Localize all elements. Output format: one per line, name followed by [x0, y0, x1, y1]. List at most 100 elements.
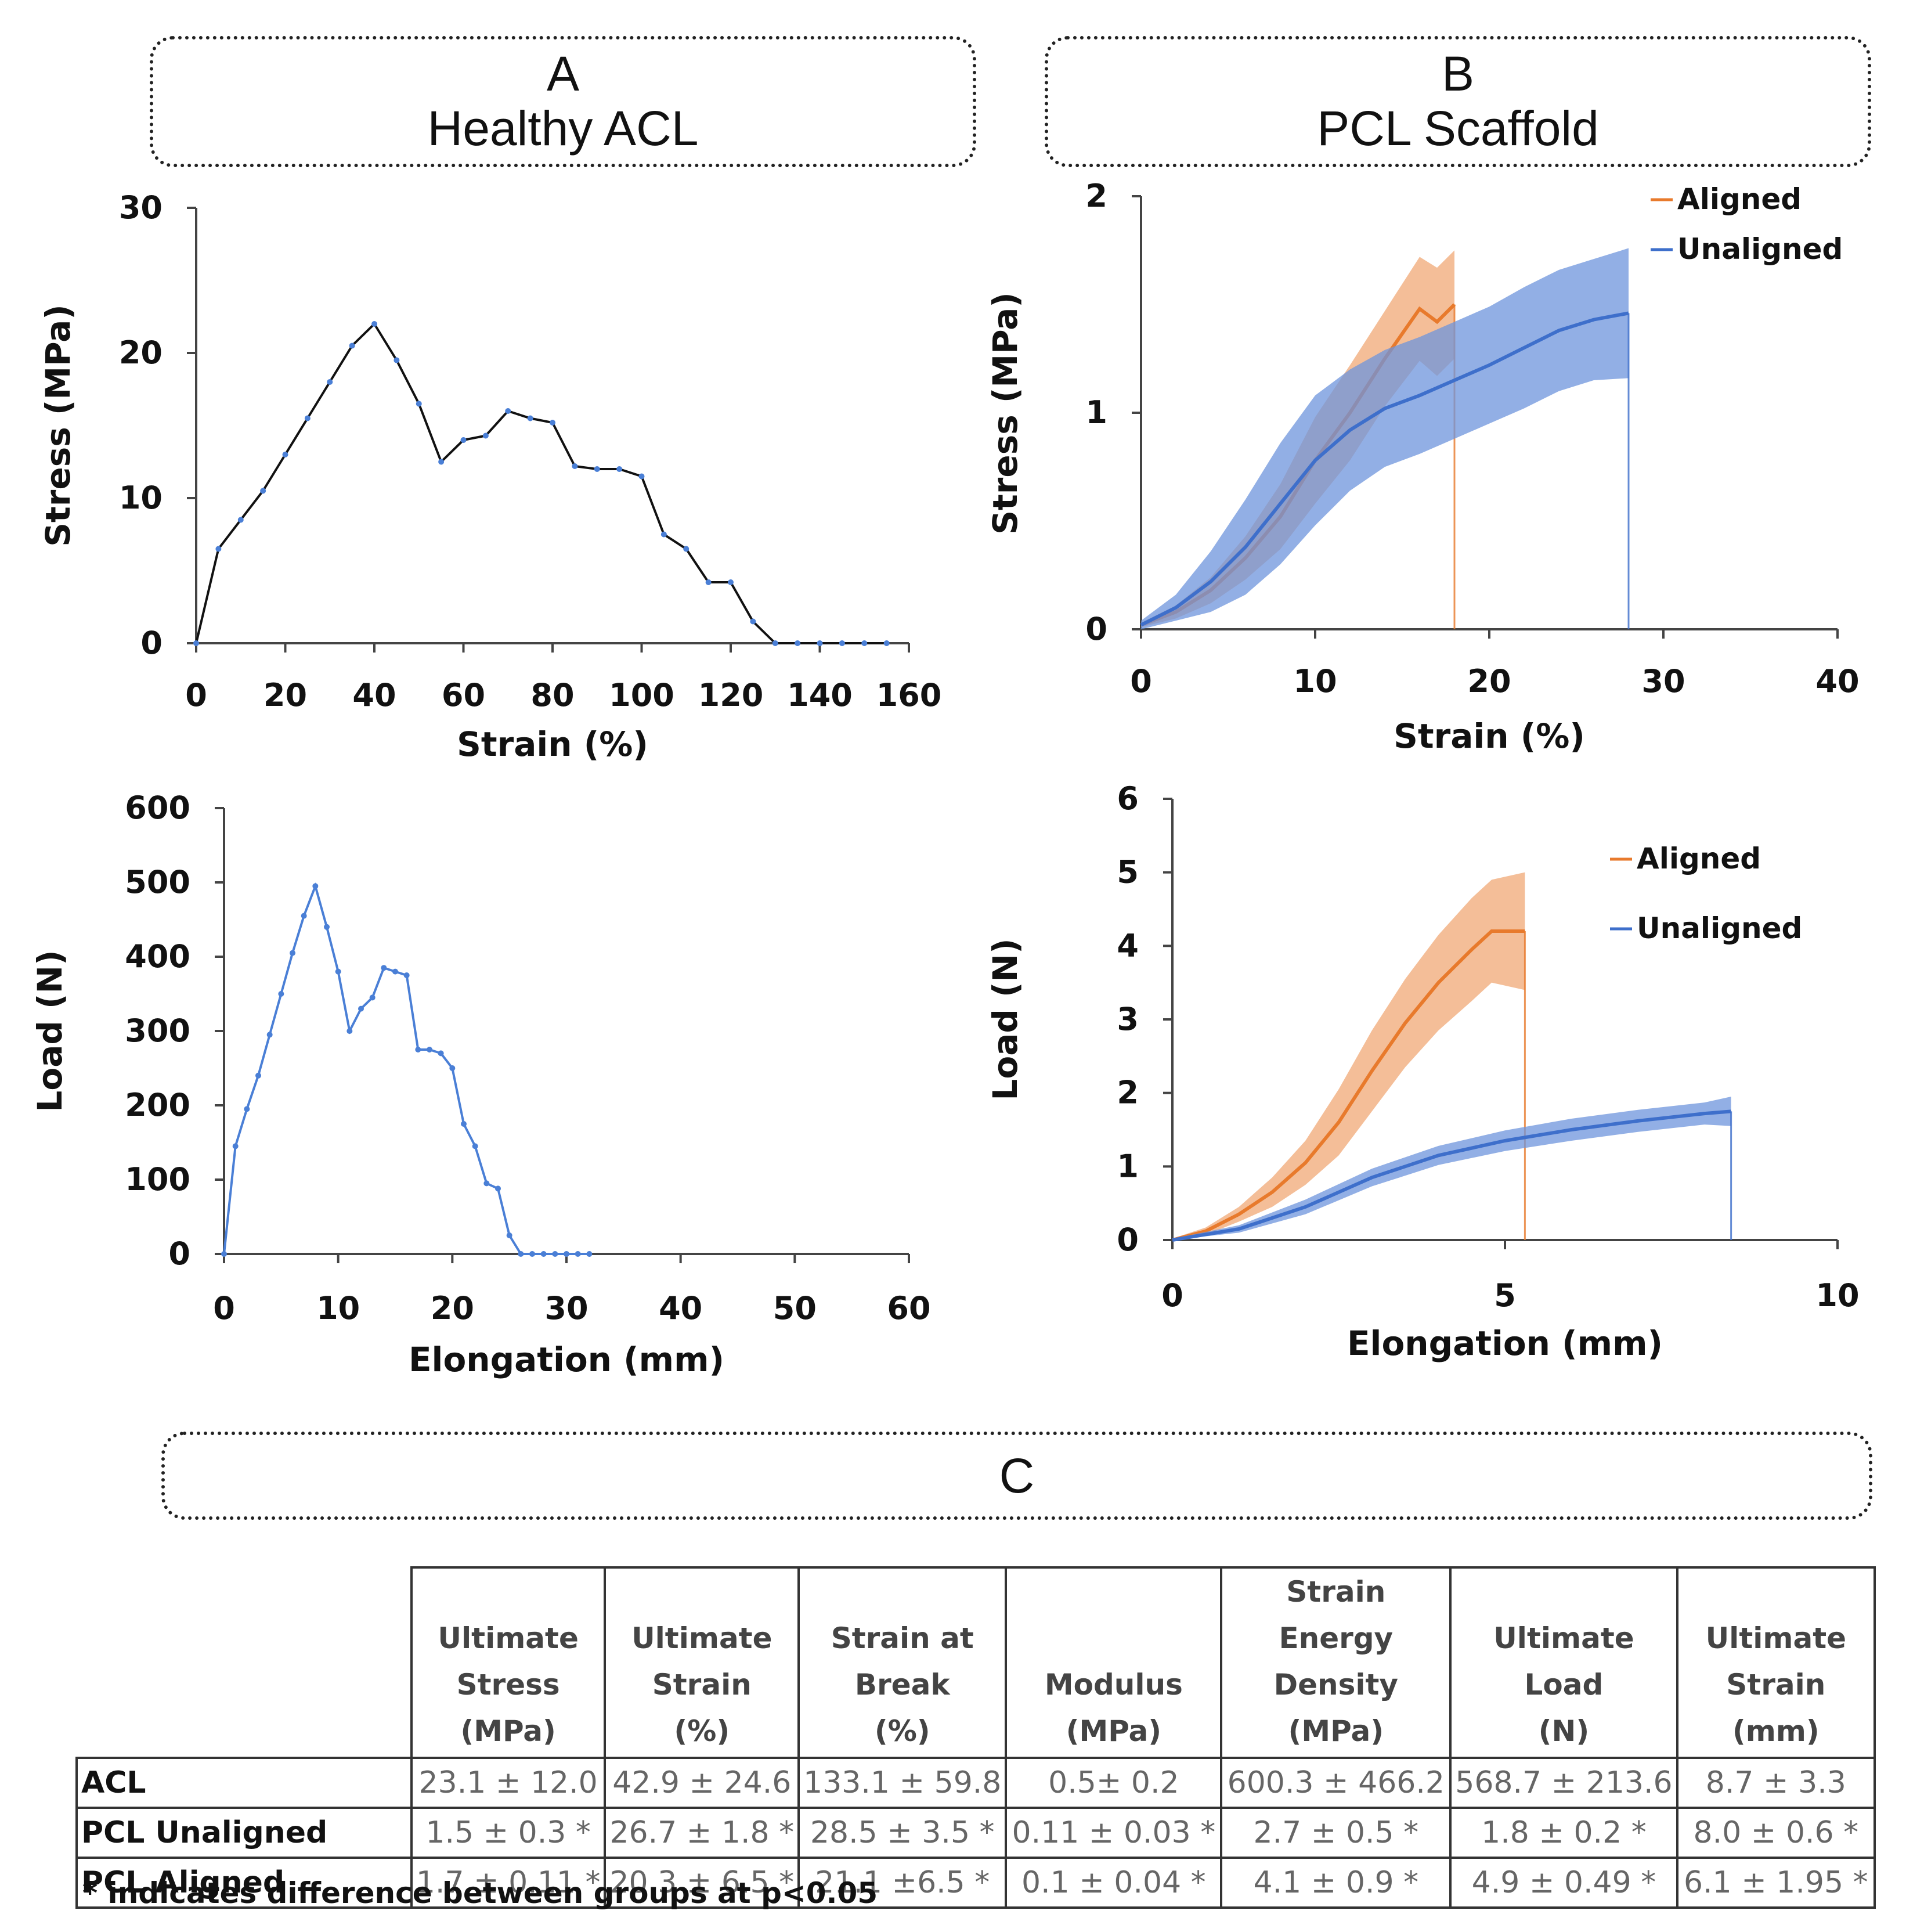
header-line: (%) [674, 1714, 730, 1748]
data-point [244, 1106, 250, 1112]
data-point [817, 640, 823, 646]
table-cell: 6.1 ± 1.95 * [1676, 1857, 1876, 1909]
header-line: (N) [1538, 1714, 1590, 1748]
chart-pcl-stress-strain: 0 10 20 30 40 0 1 2 Strain (%) Stress (MPa) Aligne… [986, 178, 1860, 756]
table-cell: 4.1 ± 0.9 * [1220, 1857, 1452, 1909]
x-tick-label: 20 [1467, 663, 1511, 700]
x-tick-label: 80 [530, 677, 574, 713]
panel-a-letter: A [546, 46, 580, 101]
data-point [482, 432, 489, 439]
y-axis-label: Stress (MPa) [986, 292, 1025, 535]
x-tick-label: 40 [1815, 663, 1859, 700]
table-row: ACL 23.1 ± 12.0 42.9 ± 24.6 133.1 ± 59.8 0.5… [75, 1757, 1876, 1809]
data-point [616, 466, 623, 472]
mechanical-properties-table: Ultimate Stress (MPa) Ultimate Strain (%) Stra… [75, 1566, 1876, 1909]
panel-a-header: A Healthy ACL [150, 36, 976, 167]
y-axis-label: Load (N) [30, 950, 70, 1112]
table-header-row: Ultimate Stress (MPa) Ultimate Strain (%) Stra… [77, 1566, 1876, 1759]
x-tick-label: 60 [442, 677, 485, 713]
data-point [221, 1251, 227, 1257]
chart-acl-stress-strain: 0 20 40 60 80 100 120 140 160 0 10 20 30 Strain (%) St… [38, 189, 941, 764]
series-line [1172, 1109, 1731, 1242]
panel-c-letter: C [999, 1448, 1035, 1503]
data-point [839, 640, 845, 646]
data-point [427, 1047, 432, 1052]
x-tick-label: 30 [1641, 663, 1685, 700]
chart-acl-load-elongation: 0 10 20 30 40 50 600100200300400500600Elongati… [30, 790, 931, 1379]
x-tick-label: 10 [1815, 1277, 1859, 1314]
series-line [223, 882, 590, 1255]
data-point [505, 408, 511, 414]
x-tick-label: 10 [316, 1290, 360, 1327]
panel-a-title: Healthy ACL [427, 101, 699, 156]
x-tick-label: 140 [787, 677, 853, 713]
data-point [449, 1065, 456, 1071]
panel-b-title: PCL Scaffold [1317, 101, 1599, 156]
data-point [483, 1180, 490, 1187]
table-column-header: Ultimate Strain (%) [604, 1566, 800, 1759]
y-tick-label: 4 [1117, 927, 1139, 964]
y-tick-label: 1 [1117, 1148, 1139, 1184]
y-tick-label: 2 [1117, 1075, 1139, 1111]
series-error-band [1141, 250, 1454, 628]
legend-label: Aligned [1677, 182, 1802, 216]
data-point [346, 1028, 353, 1034]
chart-pcl-load-elongation: 0 5 10 0 1 2 3 4 5 6 Elongation (mm) Load (N) Aligne… [986, 780, 1860, 1363]
table-cell: 8.7 ± 3.3 [1676, 1757, 1876, 1809]
data-point [660, 531, 667, 538]
data-point [290, 950, 295, 956]
table-cell: 23.1 ± 12.0 [410, 1757, 607, 1809]
data-point [472, 1143, 478, 1149]
table-column-header: Ultimate Strain (mm) [1676, 1566, 1876, 1759]
header-line: (%) [874, 1714, 930, 1748]
data-point [232, 1143, 239, 1149]
panel-b-letter: B [1441, 46, 1475, 101]
data-point [518, 1251, 524, 1257]
table-cell: 28.5 ± 3.5 * [797, 1807, 1008, 1859]
header-line: Break [854, 1668, 950, 1702]
x-tick-label: 20 [263, 677, 307, 713]
table-column-header: Modulus (MPa) [1005, 1566, 1223, 1759]
y-tick-label: 30 [119, 189, 163, 226]
header-line: Load [1524, 1668, 1604, 1702]
y-axis-label: Stress (MPa) [38, 304, 78, 547]
legend-label: Unaligned [1677, 232, 1843, 266]
data-point [564, 1251, 569, 1257]
x-tick-label: 10 [1293, 663, 1337, 700]
header-line: Ultimate [438, 1621, 579, 1655]
header-line: Ultimate [1705, 1621, 1847, 1655]
header-line: Ultimate [631, 1621, 772, 1655]
data-point [403, 972, 410, 978]
data-point [312, 883, 319, 889]
y-tick-label: 6 [1117, 780, 1139, 817]
y-tick-label: 500 [125, 864, 190, 900]
header-line: Stress [456, 1668, 560, 1702]
data-point [572, 463, 578, 469]
header-line: Ultimate [1493, 1621, 1634, 1655]
x-tick-label: 0 [1161, 1277, 1183, 1314]
data-point [552, 1251, 558, 1257]
data-point [255, 1072, 261, 1079]
data-point [416, 401, 422, 407]
table-column-header: Ultimate Load (N) [1449, 1566, 1678, 1759]
data-point [237, 517, 244, 523]
row-label: PCL Aligned [75, 1857, 413, 1909]
data-point [529, 1251, 535, 1257]
y-tick-label: 10 [119, 480, 163, 516]
table-cell: 42.9 ± 24.6 [604, 1757, 800, 1809]
y-tick-label: 20 [119, 334, 163, 371]
x-tick-label: 60 [887, 1290, 930, 1327]
x-tick-label: 50 [773, 1290, 817, 1327]
header-line: Strain at [831, 1621, 974, 1655]
x-tick-label: 0 [185, 677, 207, 713]
x-tick-label: 40 [659, 1290, 702, 1327]
table-cell: 0.11 ± 0.03 * [1005, 1807, 1223, 1859]
y-tick-label: 1 [1085, 394, 1107, 431]
y-tick-label: 0 [1085, 611, 1107, 647]
row-label: PCL Unaligned [75, 1807, 413, 1859]
data-point [495, 1185, 501, 1192]
data-point [394, 357, 400, 363]
data-point [683, 546, 690, 552]
table-cell: 1.5 ± 0.3 * [410, 1807, 607, 1859]
